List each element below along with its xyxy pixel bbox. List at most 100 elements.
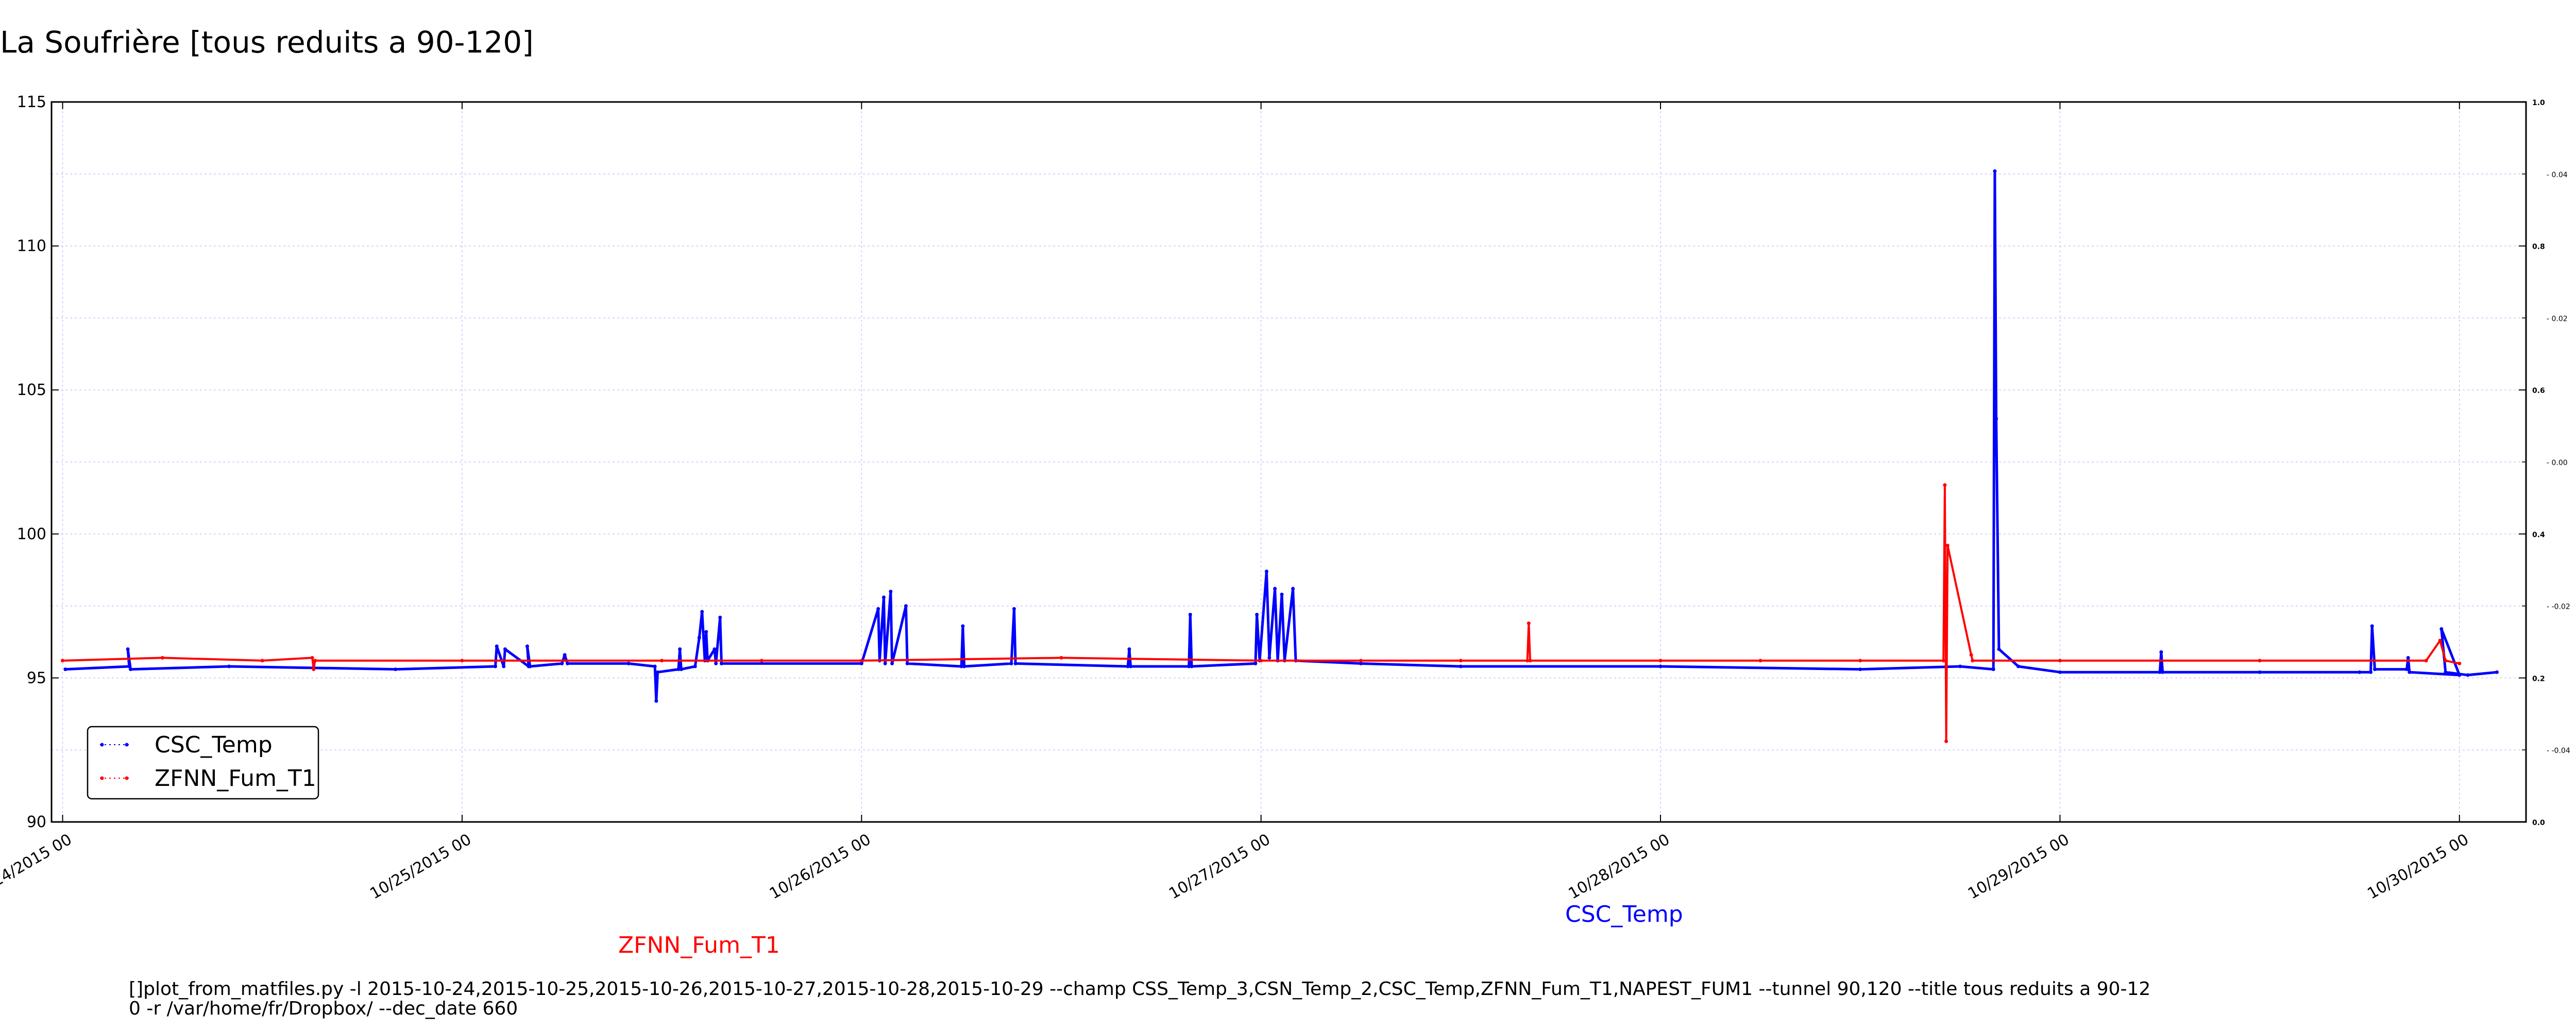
data-point — [2370, 624, 2374, 628]
data-point — [1280, 592, 1284, 596]
data-point — [494, 664, 497, 668]
data-point — [1012, 607, 1016, 611]
data-point — [1526, 659, 1530, 663]
data-point — [1187, 664, 1191, 668]
y-axis-left: 90 95 100 105 110 115 — [17, 93, 59, 831]
x-tick-label: 10/28/2015 00 — [1565, 831, 1673, 903]
command-line-2: 0 -r /var/home/fr/Dropbox/ --dec_date 66… — [129, 998, 518, 1019]
legend-marker-zfnn — [100, 776, 104, 780]
right-tick-label: 0.8 — [2532, 243, 2545, 251]
data-point — [2438, 639, 2442, 643]
data-point — [126, 647, 130, 651]
data-point — [1013, 661, 1018, 665]
data-point — [1971, 659, 1975, 663]
data-point — [1459, 659, 1463, 663]
data-point — [1259, 659, 1263, 663]
data-point — [61, 659, 64, 663]
data-point — [759, 659, 764, 663]
data-point — [2258, 659, 2262, 663]
caption-csc: CSC_Temp — [1565, 901, 1683, 928]
data-point — [1126, 664, 1130, 668]
data-point — [1009, 661, 1013, 665]
data-point — [905, 661, 909, 665]
data-point — [1273, 587, 1277, 591]
x-tick-label: 10/24/2015 00 — [0, 831, 75, 903]
data-point — [127, 664, 131, 668]
data-point — [882, 595, 886, 599]
x-axis: 10/24/2015 00 10/25/2015 00 10/26/2015 00 1… — [0, 102, 2472, 903]
data-point — [1758, 659, 1762, 663]
data-point — [1991, 667, 1995, 672]
x-tick-label: 10/26/2015 00 — [767, 831, 874, 903]
data-point — [1858, 667, 1862, 672]
data-point — [1253, 661, 1258, 665]
data-point — [2058, 659, 2062, 663]
data-point — [961, 624, 965, 628]
y-tick-label: 110 — [17, 237, 46, 255]
data-point — [495, 644, 499, 648]
data-point — [626, 661, 631, 665]
data-point — [962, 664, 966, 668]
data-point — [713, 647, 717, 651]
data-point — [719, 661, 723, 665]
series-ZFNN_Fum_T1 — [61, 483, 2462, 743]
data-point — [260, 659, 264, 663]
data-point — [859, 661, 863, 665]
data-point — [2258, 670, 2262, 674]
data-point — [563, 653, 567, 657]
right-tick-label: 1.0 — [2532, 99, 2545, 107]
data-point — [676, 667, 681, 672]
data-point — [704, 630, 708, 634]
data-point — [1993, 169, 1997, 173]
data-point — [2439, 627, 2444, 631]
data-point — [502, 664, 506, 668]
data-point — [1059, 656, 1063, 660]
data-point — [1190, 664, 1194, 668]
data-point — [1994, 417, 1998, 421]
data-point — [700, 610, 704, 614]
data-point — [528, 664, 532, 668]
data-point — [566, 661, 569, 665]
data-point — [1943, 483, 1947, 487]
data-point — [1858, 659, 1862, 663]
data-point — [2158, 670, 2162, 674]
legend-marker-zfnn-2 — [125, 776, 129, 780]
data-point — [1527, 621, 1531, 625]
y-tick-label: 115 — [17, 93, 46, 111]
x-tick-label: 10/27/2015 00 — [1166, 831, 1274, 903]
data-point — [525, 644, 529, 648]
data-point — [1944, 739, 1948, 743]
y-tick-label: 90 — [27, 813, 46, 831]
data-point — [560, 661, 564, 665]
data-point — [1255, 612, 1259, 616]
data-point — [2408, 670, 2412, 674]
legend-box — [87, 726, 319, 800]
data-point — [129, 667, 132, 672]
series-layer — [61, 169, 2499, 743]
data-point — [2369, 670, 2372, 674]
y-tick-label: 95 — [27, 669, 46, 687]
y-axis-right: 0.0 0.2 0.4 0.6 0.8 1.0 - -0.04 - -0.02 - 0.00 - … — [2519, 99, 2570, 827]
command-line-1: []plot_from_matfiles.py -l 2015-10-24,20… — [129, 978, 2150, 1000]
y-tick-label: 100 — [17, 525, 46, 543]
data-point — [889, 590, 893, 594]
data-point — [310, 656, 314, 660]
x-tick-label: 10/30/2015 00 — [2364, 831, 2472, 903]
data-point — [312, 667, 316, 672]
y-tick-label: 105 — [17, 381, 46, 399]
legend-label-zfnn: ZFNN_Fum_T1 — [155, 765, 316, 792]
data-point — [2016, 664, 2021, 668]
data-point — [1945, 543, 1950, 547]
series-line — [62, 484, 2460, 743]
data-point — [227, 664, 231, 668]
data-point — [1958, 664, 1962, 668]
data-point — [1941, 659, 1945, 663]
data-point — [160, 656, 164, 660]
data-point — [1969, 653, 1973, 657]
x-tick-label: 10/25/2015 00 — [367, 831, 474, 903]
chart-title: La Soufrière [tous reduits a 90-120] — [0, 25, 534, 60]
data-point — [904, 604, 908, 608]
data-point — [883, 661, 887, 665]
caption-zfnn: ZFNN_Fum_T1 — [618, 932, 780, 958]
data-point — [1291, 587, 1295, 591]
